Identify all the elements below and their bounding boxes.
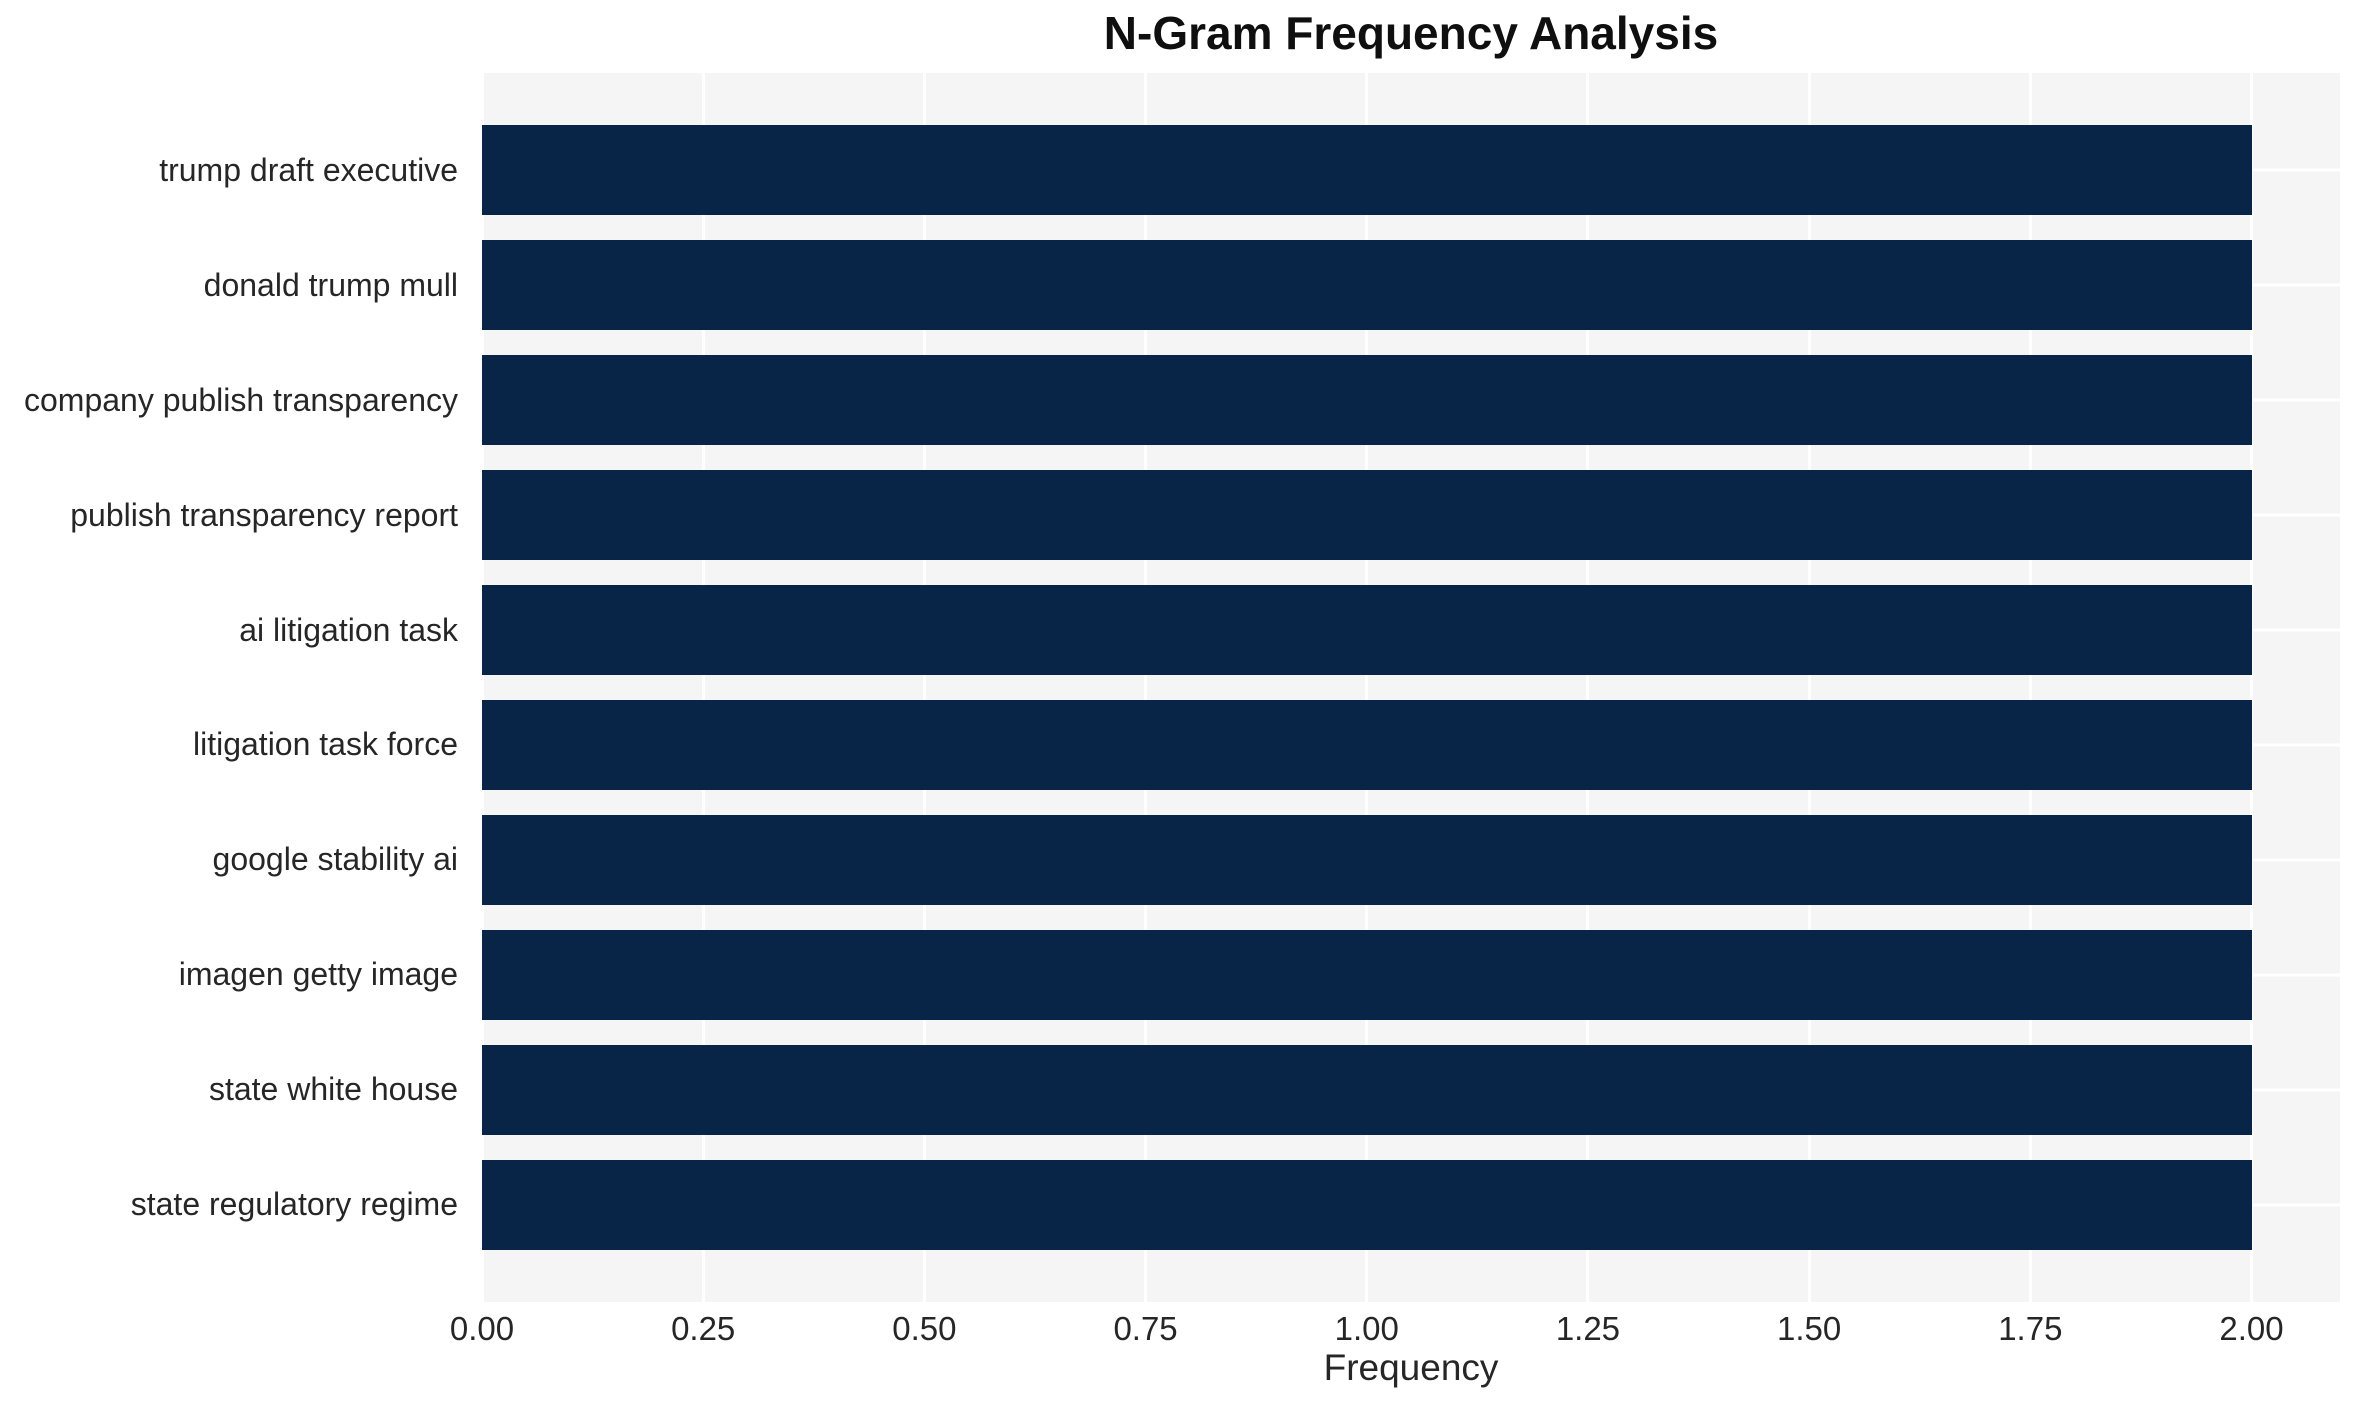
bar-row	[482, 917, 2340, 1032]
bar	[482, 929, 2252, 1020]
y-tick-label: trump draft executive	[159, 151, 458, 188]
x-tick-label: 0.25	[671, 1310, 736, 1347]
y-tick-label: state regulatory regime	[130, 1186, 458, 1223]
bar-row	[482, 802, 2340, 917]
bar-row	[482, 113, 2340, 228]
x-tick-label: 0.75	[1113, 1310, 1178, 1347]
bar	[482, 1044, 2252, 1135]
vertical-gridline	[1807, 73, 1811, 1302]
vertical-gridline	[1586, 73, 1590, 1302]
bar	[482, 585, 2252, 676]
bar	[482, 355, 2252, 446]
bar-row	[482, 343, 2340, 458]
vertical-gridline	[2028, 73, 2032, 1302]
bar-row	[482, 458, 2340, 573]
bar-row	[482, 688, 2340, 803]
y-tick-label: ai litigation task	[239, 611, 458, 648]
y-tick-label: google stability ai	[212, 841, 458, 878]
vertical-gridline	[2250, 73, 2254, 1302]
x-tick-label: 2.00	[2219, 1310, 2284, 1347]
x-tick-label: 0.00	[449, 1310, 515, 1347]
x-tick-label: 1.50	[1777, 1310, 1842, 1347]
bar	[482, 470, 2252, 561]
vertical-gridline	[922, 73, 926, 1302]
y-tick-label: company publish transparency	[23, 381, 458, 418]
y-tick-label: publish transparency report	[70, 496, 458, 533]
y-tick-label: donald trump mull	[203, 266, 458, 303]
bar-row	[482, 573, 2340, 688]
x-tick-label: 1.75	[1998, 1310, 2063, 1347]
bar-rows	[482, 73, 2340, 1302]
x-tick-label: 1.00	[1334, 1310, 1399, 1347]
vertical-gridline	[1365, 73, 1369, 1302]
bar	[482, 125, 2252, 216]
plot-area	[482, 73, 2340, 1302]
y-tick-label: imagen getty image	[178, 956, 458, 993]
bar	[482, 699, 2252, 790]
bar	[482, 1159, 2252, 1250]
bar-row	[482, 1032, 2340, 1147]
x-axis-title: Frequency	[1323, 1347, 1499, 1388]
y-axis: trump draft executive donald trump mull co…	[0, 73, 470, 1302]
bar	[482, 240, 2252, 331]
x-tick-label: 0.50	[892, 1310, 957, 1347]
chart-title: N-Gram Frequency Analysis	[1103, 7, 1719, 59]
vertical-gridline	[701, 73, 705, 1302]
x-tick-label: 1.25	[1555, 1310, 1621, 1347]
y-tick-label: state white house	[208, 1071, 458, 1108]
bar-row	[482, 228, 2340, 343]
bar	[482, 814, 2252, 905]
y-tick-label: litigation task force	[192, 726, 458, 763]
bar-row	[482, 1147, 2340, 1262]
vertical-gridline	[1144, 73, 1148, 1302]
vertical-gridline	[482, 73, 484, 1302]
